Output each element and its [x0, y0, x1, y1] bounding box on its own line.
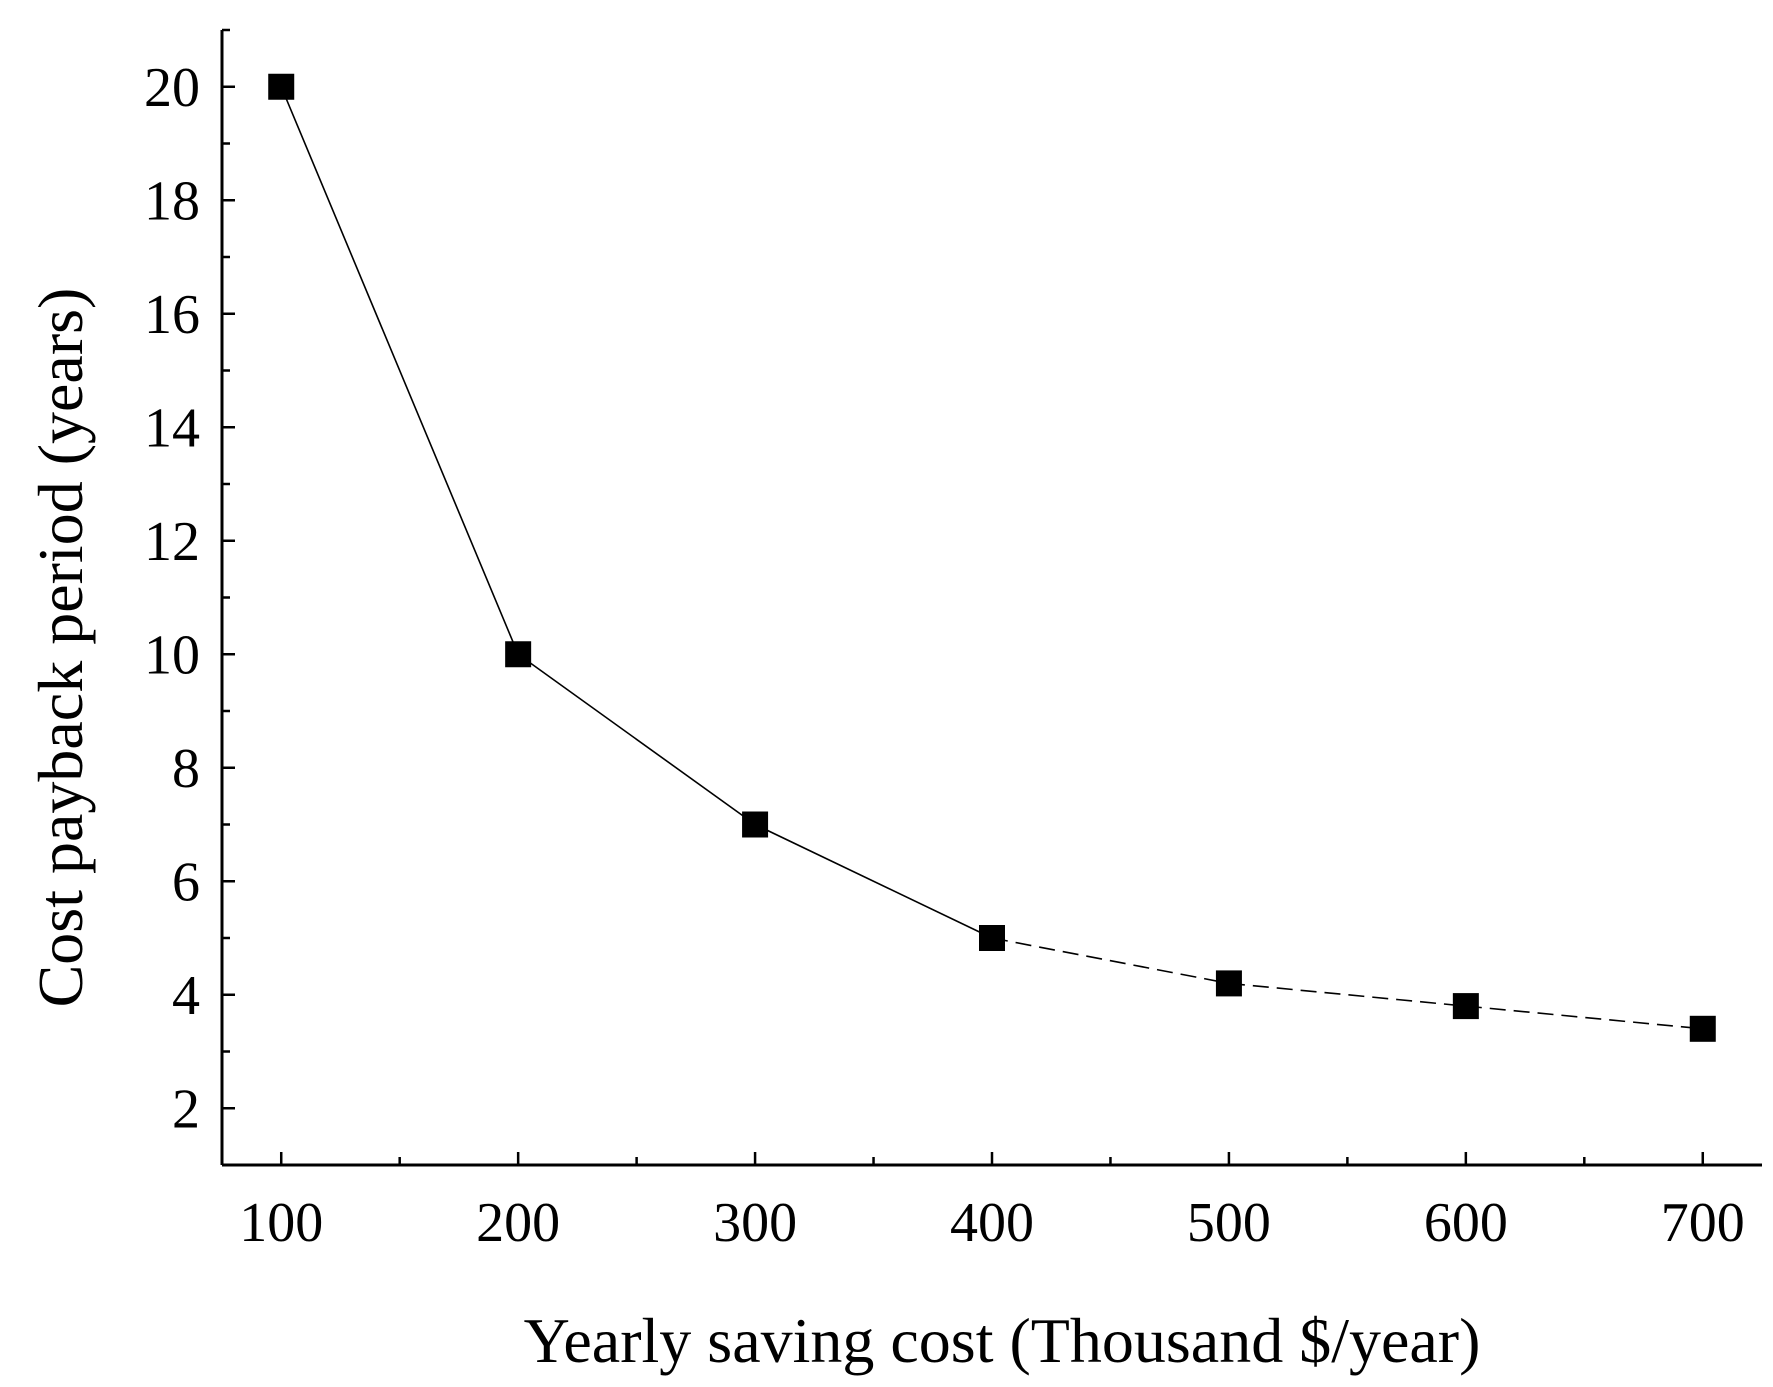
labels-layer: 2 4 6 8 10 12 14 16 18 20 100 200 300 400 500 600 700 Yea…: [25, 57, 1745, 1376]
series-line-segment: [280, 86, 519, 655]
series-line-segment: [1465, 1005, 1703, 1030]
x-tick-label: 500: [1187, 1192, 1271, 1254]
series-layer: [268, 73, 1716, 1042]
data-point-marker: [1452, 993, 1479, 1020]
x-tick-label: 200: [476, 1192, 560, 1254]
y-tick-label: 20: [144, 57, 200, 119]
y-axis-title: Cost payback period (years): [25, 288, 96, 1008]
y-tick-label: 14: [144, 397, 200, 459]
axes-layer: [220, 28, 1762, 1167]
y-tick-label: 6: [172, 851, 200, 913]
series-line-segment: [991, 937, 1230, 985]
x-tick-label: 400: [950, 1192, 1034, 1254]
x-tick-label: 600: [1424, 1192, 1508, 1254]
series-line-segment: [517, 653, 756, 826]
series-line-segment: [754, 823, 993, 939]
series-line-segment: [1228, 982, 1466, 1007]
x-tick-label: 100: [239, 1192, 323, 1254]
y-tick-label: 18: [144, 170, 200, 232]
y-tick-label: 4: [172, 965, 200, 1027]
x-axis-title: Yearly saving cost (Thousand $/year): [524, 1305, 1481, 1376]
data-point-marker: [979, 925, 1005, 951]
x-tick-label: 700: [1661, 1192, 1745, 1254]
data-point-marker: [1689, 1015, 1716, 1042]
data-point-marker: [268, 73, 295, 100]
data-point-marker: [1215, 970, 1242, 997]
y-tick-label: 8: [172, 738, 200, 800]
x-tick-label: 300: [713, 1192, 797, 1254]
y-tick-label: 16: [144, 284, 200, 346]
data-point-marker: [505, 641, 532, 668]
data-point-marker: [742, 811, 769, 838]
y-tick-label: 10: [144, 624, 200, 686]
y-tick-label: 2: [172, 1078, 200, 1140]
y-tick-label: 12: [144, 511, 200, 573]
